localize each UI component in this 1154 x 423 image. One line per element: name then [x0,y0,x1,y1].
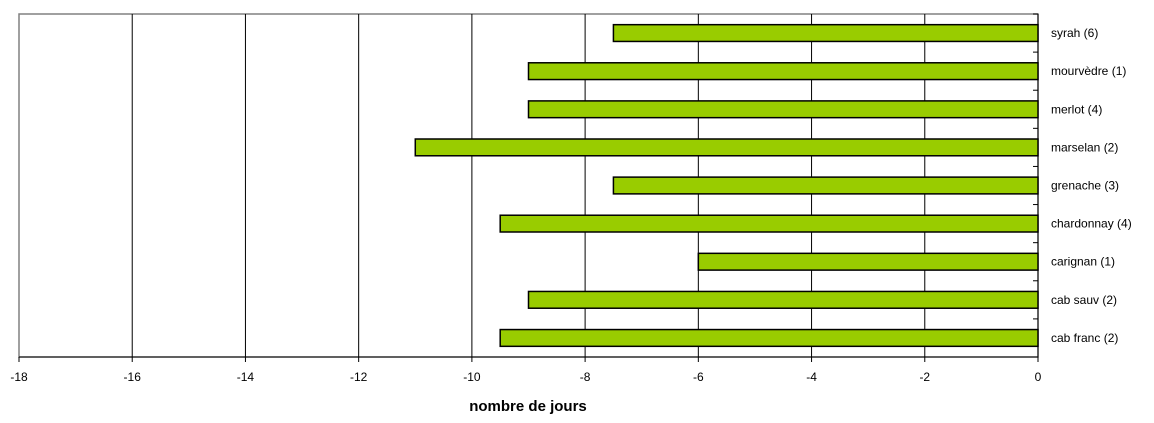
bar [527,100,1039,119]
y-axis: cab franc (2) cab sauv (2) carignan (1) cha… [1033,13,1132,358]
bar [527,62,1039,81]
x-tick-label: -6 [693,370,704,384]
category-label: cab sauv (2) [1051,293,1117,307]
category-label: mourvèdre (1) [1051,64,1126,78]
x-tick-label: -8 [580,370,591,384]
category-label: merlot (4) [1051,102,1102,116]
category-label: marselan (2) [1051,140,1118,154]
bar [612,23,1039,43]
bar [499,214,1039,233]
category-label: chardonnay (4) [1051,217,1132,231]
x-tick-label: -12 [350,370,368,384]
x-axis-title: nombre de jours [469,398,587,415]
x-tick-label: -4 [806,370,817,384]
category-label: cab franc (2) [1051,331,1118,345]
bar [499,328,1039,348]
x-tick-label: -16 [124,370,142,384]
x-tick-label: -14 [237,370,255,384]
bar [414,138,1039,157]
bar [697,252,1039,271]
x-tick-label: 0 [1035,370,1042,384]
category-label: syrah (6) [1051,26,1098,40]
category-label: carignan (1) [1051,255,1115,269]
bar [527,290,1039,309]
x-axis: -18 -16 -14 -12 -10 -8 -6 -4 -2 0 [10,356,1042,384]
x-tick-label: -2 [919,370,930,384]
x-tick-label: -10 [463,370,481,384]
category-label: grenache (3) [1051,179,1119,193]
x-tick-label: -18 [10,370,28,384]
bars [414,23,1039,348]
bar [612,176,1039,195]
